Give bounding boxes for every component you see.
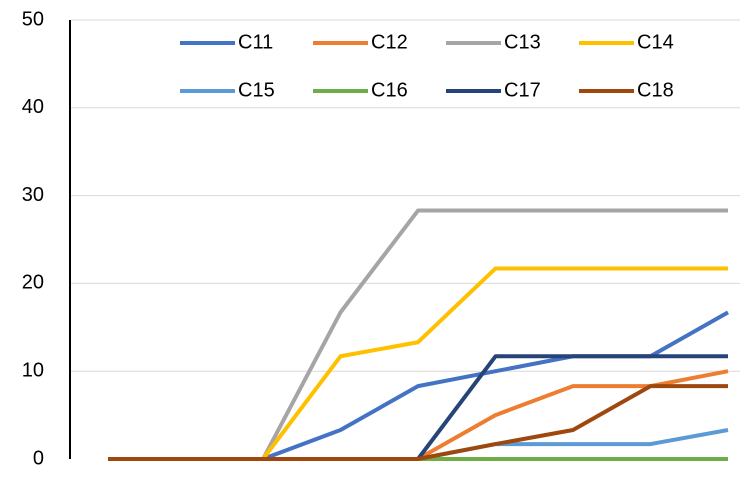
legend-label: C15 (238, 79, 275, 101)
legend-label: C14 (637, 31, 674, 53)
y-tick-label: 30 (22, 184, 44, 206)
y-tick-label: 10 (22, 359, 44, 381)
y-tick-label: 0 (33, 447, 44, 469)
legend-label: C12 (371, 31, 408, 53)
y-tick-label: 40 (22, 96, 44, 118)
series-line (108, 266, 728, 461)
y-tick-label: 20 (22, 272, 44, 294)
series-line (108, 384, 728, 461)
legend-label: C11 (238, 31, 273, 53)
legend-label: C16 (371, 79, 408, 101)
series-line (108, 208, 728, 461)
y-tick-label: 50 (22, 8, 44, 30)
legend-label: C17 (504, 79, 541, 101)
legend-label: C18 (637, 79, 674, 101)
series-line (108, 428, 729, 461)
legend-label: C13 (504, 31, 541, 53)
